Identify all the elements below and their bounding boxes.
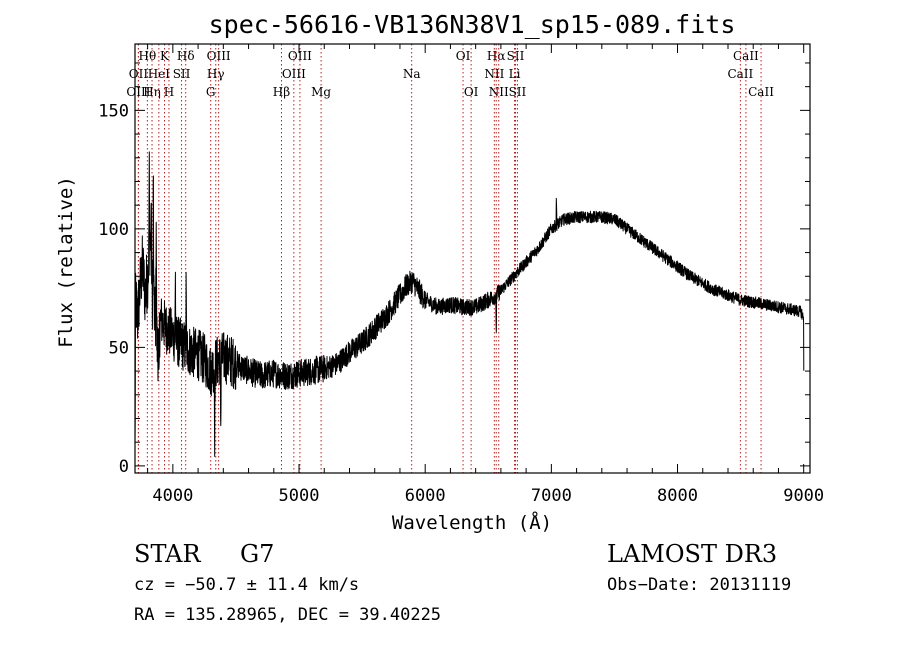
line-label: CaII <box>733 49 759 63</box>
y-tick-label: 50 <box>109 338 129 358</box>
line-label: OIII <box>282 67 306 81</box>
x-tick-label: 6000 <box>405 486 446 506</box>
line-label: Hη <box>143 85 161 99</box>
survey-name: LAMOST DR3 <box>607 540 778 568</box>
line-label: NII <box>484 67 504 81</box>
line-label: Mg <box>311 85 331 99</box>
line-label: CaII <box>748 85 774 99</box>
line-label: OII <box>129 67 149 81</box>
obs-date: Obs−Date: 20131119 <box>607 575 792 595</box>
line-label: K <box>160 49 170 63</box>
y-tick-label: 100 <box>98 220 129 240</box>
line-label: Li <box>509 67 521 81</box>
x-tick-label: 5000 <box>279 486 320 506</box>
spectrum-series <box>134 151 805 457</box>
line-label: OI <box>456 49 471 63</box>
x-axis-label: Wavelength (Å) <box>392 511 552 534</box>
plot-frame <box>134 43 811 474</box>
line-label: SII <box>173 67 191 81</box>
y-axis-label: Flux (relative) <box>55 176 77 348</box>
line-label: OI <box>464 85 479 99</box>
axis-ticks: 4000 5000 6000 7000 8000 9000 0 50 100 150 <box>98 44 824 506</box>
line-label: OIII <box>207 49 231 63</box>
y-tick-label: 0 <box>119 457 129 477</box>
x-tick-label: 9000 <box>783 486 824 506</box>
line-label: H <box>164 85 174 99</box>
coordinates: RA = 135.28965, DEC = 39.40225 <box>134 605 442 625</box>
line-label: OIII <box>126 85 150 99</box>
line-label: G <box>206 85 216 99</box>
object-subclass: G7 <box>240 540 275 568</box>
line-label: Na <box>403 67 421 81</box>
y-tick-label: 150 <box>98 101 129 121</box>
line-label: OIII <box>288 49 312 63</box>
chart-title: spec-56616-VB136N38V1_sp15-089.fits <box>209 10 736 39</box>
redshift-readout: cz = −50.7 ± 11.4 km/s <box>134 575 360 595</box>
line-label: Hδ <box>177 49 195 63</box>
object-class: STAR <box>134 540 201 568</box>
line-label: SII <box>509 85 527 99</box>
line-label: SII <box>507 49 525 63</box>
x-tick-label: 4000 <box>152 486 193 506</box>
line-label: Hθ <box>139 49 157 63</box>
line-label: Hα <box>487 49 506 63</box>
line-label: HeI <box>148 67 171 81</box>
x-tick-label: 7000 <box>531 486 572 506</box>
x-tick-label: 8000 <box>657 486 698 506</box>
line-label: CaII <box>727 67 753 81</box>
line-label: Hγ <box>207 67 225 81</box>
line-label: NII <box>489 85 509 99</box>
spectrum-line <box>134 151 805 457</box>
line-label: Hβ <box>273 85 290 99</box>
